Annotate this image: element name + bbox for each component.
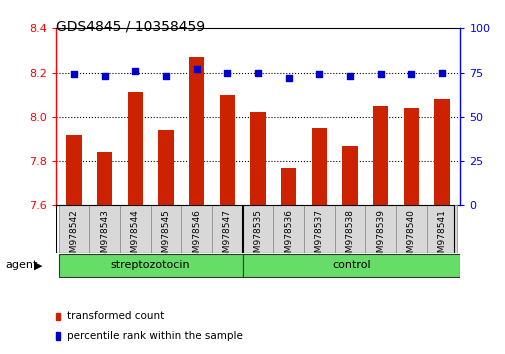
Text: control: control: [332, 261, 370, 270]
Point: [70, 72, 78, 77]
Bar: [189, 57, 204, 205]
Point: [407, 72, 415, 77]
Point: [254, 70, 262, 75]
Bar: [59, 205, 89, 253]
Point: [284, 75, 292, 81]
Bar: [304, 205, 334, 253]
Text: GSM978543: GSM978543: [100, 209, 109, 264]
Point: [345, 73, 353, 79]
Bar: [342, 145, 357, 205]
Text: GSM978547: GSM978547: [223, 209, 231, 264]
Text: GSM978542: GSM978542: [69, 209, 78, 264]
Bar: [250, 113, 265, 205]
Text: GSM978545: GSM978545: [161, 209, 170, 264]
Text: agent: agent: [5, 261, 37, 270]
Bar: [66, 135, 82, 205]
Point: [376, 72, 384, 77]
Bar: [212, 205, 242, 253]
Bar: [280, 168, 296, 205]
Bar: [311, 128, 326, 205]
Text: GDS4845 / 10358459: GDS4845 / 10358459: [56, 19, 205, 34]
Bar: [127, 92, 143, 205]
Bar: [97, 152, 112, 205]
Bar: [403, 108, 418, 205]
Bar: [158, 130, 173, 205]
Text: streptozotocin: streptozotocin: [111, 261, 190, 270]
Text: GSM978546: GSM978546: [192, 209, 201, 264]
Bar: [426, 205, 457, 253]
Bar: [365, 205, 395, 253]
Point: [162, 73, 170, 79]
Point: [131, 68, 139, 74]
Text: GSM978539: GSM978539: [376, 209, 384, 264]
Text: GSM978537: GSM978537: [314, 209, 323, 264]
Text: transformed count: transformed count: [67, 312, 165, 321]
Bar: [150, 205, 181, 253]
Bar: [273, 205, 304, 253]
Text: GSM978540: GSM978540: [406, 209, 415, 264]
Text: GSM978544: GSM978544: [131, 209, 139, 264]
Bar: [433, 99, 449, 205]
Bar: [89, 205, 120, 253]
Bar: [181, 205, 212, 253]
Point: [437, 70, 445, 75]
Text: GSM978535: GSM978535: [253, 209, 262, 264]
Point: [223, 70, 231, 75]
Bar: [395, 205, 426, 253]
Bar: [59, 254, 242, 277]
Bar: [334, 205, 365, 253]
Text: GSM978538: GSM978538: [345, 209, 354, 264]
Bar: [242, 254, 460, 277]
Point: [100, 73, 109, 79]
Bar: [120, 205, 150, 253]
Text: GSM978536: GSM978536: [284, 209, 292, 264]
Text: ▶: ▶: [34, 261, 42, 270]
Point: [315, 72, 323, 77]
Bar: [372, 106, 388, 205]
Text: GSM978541: GSM978541: [437, 209, 446, 264]
Bar: [242, 205, 273, 253]
Point: [192, 66, 200, 72]
Text: percentile rank within the sample: percentile rank within the sample: [67, 331, 243, 341]
Bar: [219, 95, 235, 205]
